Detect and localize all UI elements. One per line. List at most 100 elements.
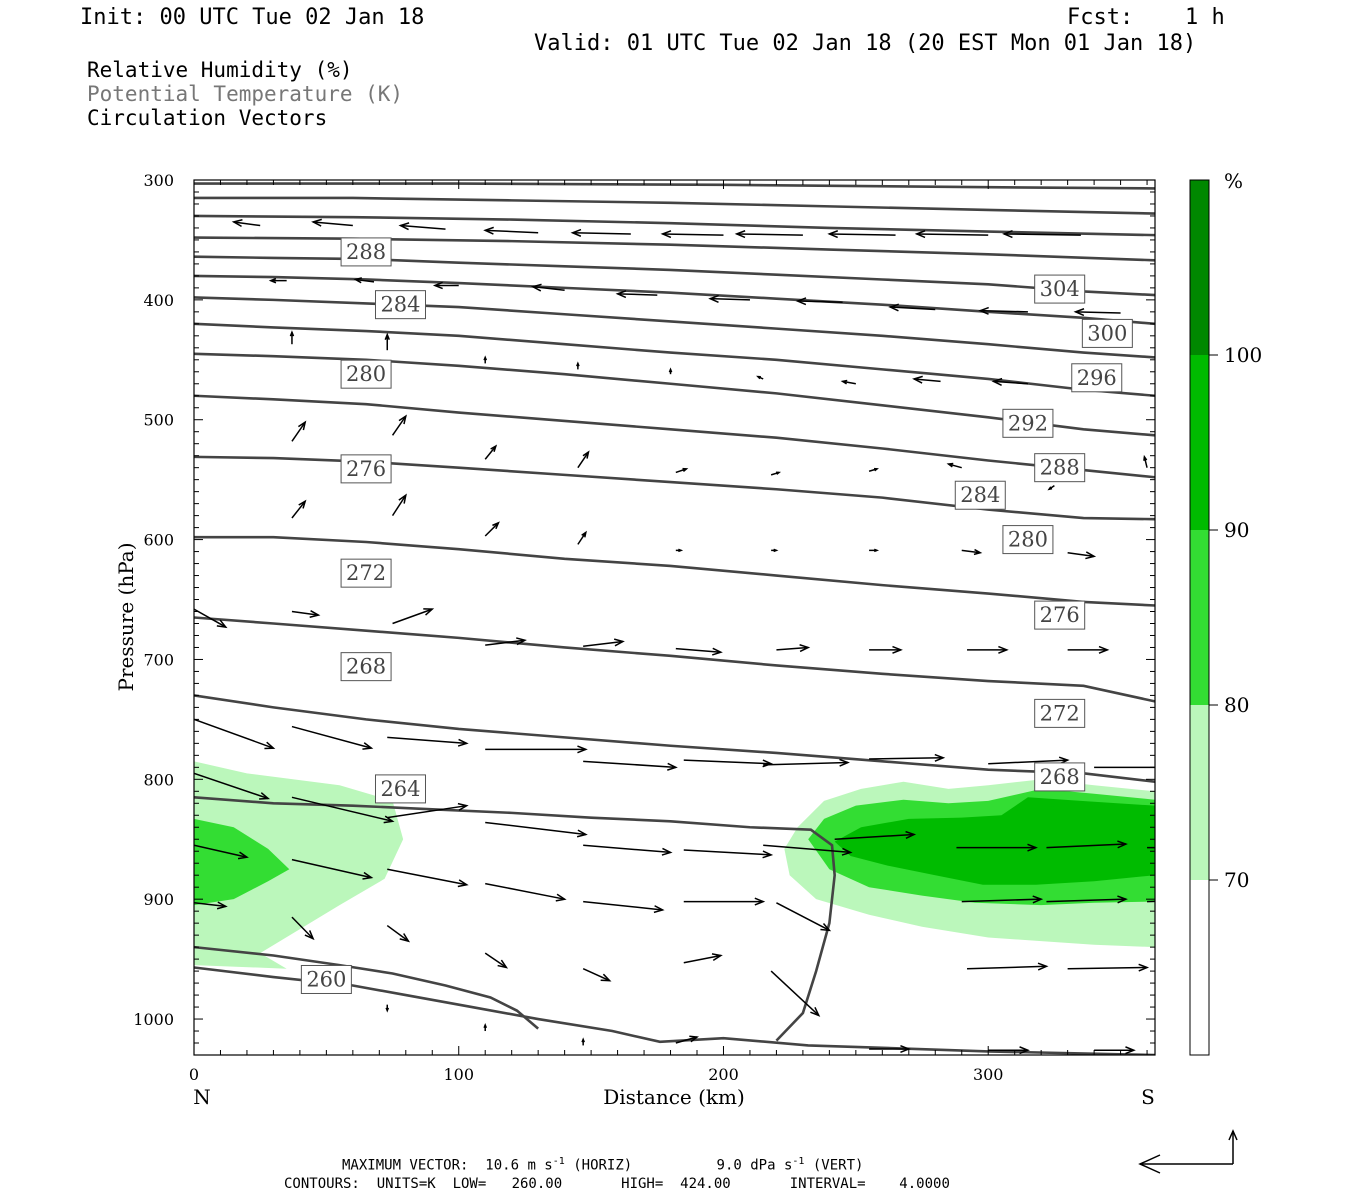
circulation-vector-97 [967, 962, 1049, 971]
theta-label-268: 268 [340, 652, 392, 682]
circulation-vector-87 [961, 895, 1044, 904]
theta-contour-268-3 [194, 694, 1155, 784]
circulation-vector-85 [683, 897, 766, 906]
theta-contour-260-0 [194, 966, 1155, 1055]
horiz-exponent: -1 [552, 1156, 565, 1167]
init-time: Init: 00 UTC Tue 02 Jan 18 [80, 5, 425, 30]
circulation-vector-52 [485, 637, 527, 646]
circulation-vector-23 [576, 361, 580, 370]
circulation-vector-104 [869, 1044, 911, 1054]
y-tick-label-400: 400 [143, 291, 174, 310]
theta-contour-296-10 [194, 296, 1155, 359]
forecast-hour-value: 1 h [1185, 5, 1225, 30]
theta-label-272: 272 [340, 558, 392, 588]
circulation-vector-0 [231, 219, 261, 228]
circulation-vector-64 [683, 759, 774, 768]
circulation-vector-10 [268, 277, 287, 284]
circulation-vector-81 [291, 858, 374, 880]
circulation-vector-30 [291, 420, 307, 442]
circulation-vector-21 [384, 332, 390, 351]
theta-contour-304-12 [194, 255, 1155, 297]
circulation-vector-9 [1002, 230, 1081, 239]
plot-frame [193, 179, 1156, 1056]
circulation-vector-90 [194, 901, 228, 910]
circulation-vector-40 [291, 499, 307, 519]
colorbar-segment-1 [1190, 705, 1209, 880]
y-tick-label-900: 900 [143, 890, 174, 909]
circulation-vector-39 [1143, 454, 1148, 468]
colorbar-segment-3 [1190, 355, 1209, 530]
x-tick-label-0: 0 [189, 1065, 199, 1084]
circulation-vector-93 [484, 952, 509, 969]
y-tick-label-700: 700 [143, 650, 174, 669]
rh-region-70-0 [194, 761, 404, 969]
theta-label-304-right: 304 [1034, 274, 1086, 304]
svg-text:288: 288 [1040, 456, 1080, 480]
circulation-vector-16 [795, 297, 843, 306]
circulation-vector-94 [582, 968, 612, 982]
circulation-vector-69 [194, 772, 271, 800]
theta-label-264: 264 [374, 774, 426, 804]
contours-info: CONTOURS: UNITS=K LOW= 260.00 HIGH= 424.… [284, 1176, 950, 1192]
theta-contour-320-16 [194, 182, 1155, 190]
circulation-vector-78 [1046, 840, 1128, 849]
circulation-vector-5 [660, 230, 724, 239]
colorbar-segment-0 [1190, 880, 1209, 1055]
x-tick-label-100: 100 [443, 1065, 474, 1084]
colorbar-frame [1189, 179, 1210, 1056]
theta-contour-316-15 [194, 196, 1155, 215]
circulation-vector-42 [484, 521, 500, 537]
theta-contour-312-14 [194, 214, 1155, 237]
circulation-vector-105 [988, 1046, 1030, 1055]
circulation-vector-32 [484, 444, 498, 460]
y-tick-label-500: 500 [143, 411, 174, 430]
svg-text:264: 264 [380, 777, 420, 801]
circulation-vector-27 [912, 375, 941, 384]
circulation-vector-62 [485, 745, 588, 754]
svg-text:272: 272 [1040, 701, 1080, 725]
circulation-vector-46 [869, 548, 880, 553]
max-vector-line: MAXIMUM VECTOR: 10.6 m s-1 (HORIZ) 9.0 d… [342, 1156, 863, 1174]
circulation-vector-82 [387, 868, 469, 888]
circulation-vector-51 [392, 608, 435, 625]
theta-contour-260-1 [194, 945, 540, 1030]
circulation-vector-79 [1147, 846, 1155, 849]
max-vector-horiz-unit: (HORIZ) [573, 1157, 633, 1174]
circulation-vector-22 [483, 355, 488, 364]
theta-contour-308-13 [194, 236, 1155, 262]
circulation-vector-48 [1067, 551, 1097, 560]
theta-contour-272-4 [194, 616, 1155, 703]
reference-vector-arrows [1138, 1129, 1238, 1174]
legend-vectors: Circulation Vectors [87, 106, 328, 130]
circulation-vector-58 [1067, 645, 1110, 654]
circulation-vector-80 [194, 844, 249, 860]
max-vector-vert: 9.0 dPa s [716, 1157, 793, 1174]
circulation-vector-24 [668, 367, 673, 375]
max-vector-vert-unit: (VERT) [812, 1157, 864, 1174]
circulation-vector-11 [353, 277, 375, 284]
circulation-vector-103 [675, 1035, 699, 1044]
vert-exponent: -1 [792, 1156, 805, 1167]
x-end-label-left: N [193, 1085, 211, 1109]
circulation-vector-106 [1094, 1046, 1136, 1055]
circulation-vector-88 [1046, 895, 1128, 904]
svg-text:304: 304 [1040, 277, 1080, 301]
circulation-vector-55 [776, 644, 811, 653]
colorbar-label-70: 70 [1224, 868, 1249, 892]
circulation-vector-91 [291, 916, 315, 941]
circulation-vector-95 [683, 953, 723, 964]
circulation-vector-19 [1073, 308, 1121, 317]
theta-label-260: 260 [300, 964, 352, 994]
svg-text:284: 284 [960, 483, 1000, 507]
theta-label-284: 284 [374, 290, 426, 320]
circulation-vector-7 [827, 230, 896, 239]
circulation-vector-66 [869, 753, 946, 762]
svg-text:284: 284 [380, 293, 420, 317]
circulation-vector-57 [967, 645, 1009, 654]
circulation-vector-102 [581, 1037, 585, 1046]
circulation-vector-45 [771, 548, 779, 553]
legend-theta: Potential Temperature (K) [87, 82, 404, 106]
circulation-vector-61 [387, 736, 469, 747]
theta-label-288-right: 288 [1034, 453, 1086, 483]
circulation-vector-59 [194, 718, 276, 750]
